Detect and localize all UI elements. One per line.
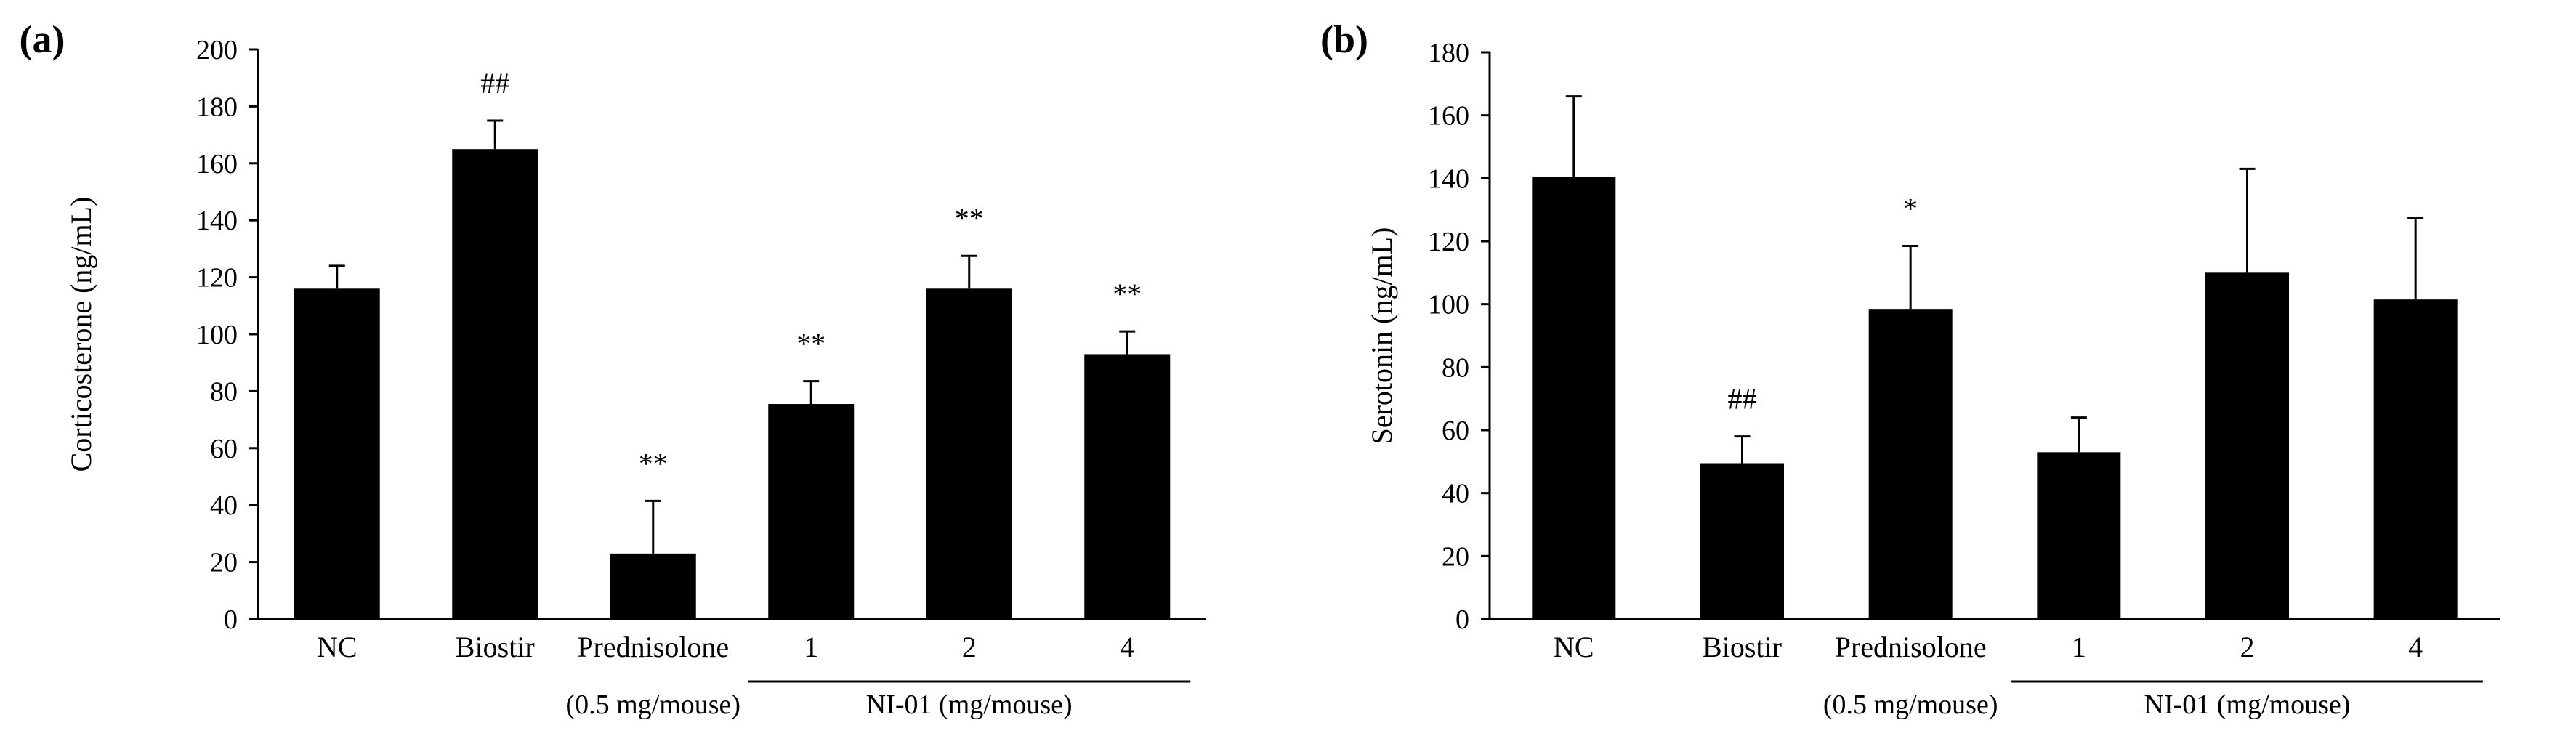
- y-tick-label: 40: [1442, 479, 1469, 509]
- category-label: 1: [804, 631, 818, 663]
- bar-5: [1084, 354, 1171, 619]
- significance-mark: **: [796, 328, 825, 360]
- significance-mark: **: [639, 447, 668, 480]
- panel-label: (b): [1320, 17, 1368, 61]
- group-label-dose: (0.5 mg/mouse): [565, 690, 740, 720]
- category-label: Biostir: [1703, 631, 1782, 663]
- category-label: NC: [317, 631, 358, 663]
- bar-5: [2373, 299, 2458, 619]
- y-axis-title: Serotonin (ng/mL): [1365, 227, 1398, 445]
- y-tick-label: 180: [196, 92, 238, 122]
- bar-0: [294, 288, 380, 619]
- category-label: Prednisolone: [577, 631, 729, 663]
- y-axis-title: Corticosterone (ng/mL): [65, 197, 97, 472]
- panel-label: (a): [20, 17, 65, 61]
- group-label-ni01: NI-01 (mg/mouse): [866, 690, 1073, 720]
- y-tick-label: 180: [1428, 38, 1469, 68]
- bar-4: [2205, 272, 2289, 619]
- panel-a: (a) 0 20 40 60 80 100 120 140 160 180 200 Corticoste…: [20, 17, 1206, 720]
- category-label: NC: [1554, 631, 1594, 663]
- bar-3: [2037, 452, 2121, 619]
- y-tick-label: 20: [210, 548, 238, 578]
- category-label: 2: [962, 631, 977, 663]
- y-tick-label: 20: [1442, 541, 1469, 572]
- category-label: 2: [2240, 631, 2255, 663]
- bar-2: [610, 553, 696, 619]
- y-tick-label: 60: [210, 434, 238, 464]
- y-tick-label: 200: [196, 35, 238, 65]
- significance-mark: **: [955, 202, 984, 235]
- y-tick-label: 80: [210, 376, 238, 407]
- y-tick-label: 0: [1455, 605, 1469, 635]
- significance-mark: **: [1113, 278, 1142, 310]
- y-tick-label: 100: [1428, 290, 1469, 320]
- y-tick-label: 140: [1428, 163, 1469, 194]
- category-label: Prednisolone: [1835, 631, 1987, 663]
- category-label: 4: [2408, 631, 2423, 663]
- y-tick-label: 60: [1442, 416, 1469, 446]
- category-label: 4: [1120, 631, 1134, 663]
- y-tick-label: 80: [1442, 352, 1469, 383]
- group-label-ni01: NI-01 (mg/mouse): [2144, 690, 2351, 720]
- bar-4: [926, 288, 1012, 619]
- y-tick-label: 140: [196, 206, 238, 236]
- y-tick-label: 160: [196, 149, 238, 179]
- bar-1: [452, 149, 538, 619]
- y-tick-label: 120: [1428, 227, 1469, 257]
- panel-b: (b) 0 20 40 60 80 100 120 140 160 180 Serotonin (ng…: [1320, 17, 2500, 720]
- y-tick-label: 0: [224, 605, 238, 635]
- significance-mark: *: [1903, 193, 1918, 225]
- bar-2: [1868, 309, 1953, 619]
- bar-1: [1700, 463, 1784, 619]
- significance-mark: ##: [1728, 383, 1757, 416]
- group-label-dose: (0.5 mg/mouse): [1823, 690, 1998, 720]
- bar-3: [768, 404, 855, 619]
- y-tick-label: 40: [210, 490, 238, 521]
- significance-mark: ##: [480, 67, 509, 100]
- y-tick-label: 100: [196, 320, 238, 350]
- y-tick-label: 120: [196, 263, 238, 294]
- y-tick-label: 160: [1428, 101, 1469, 132]
- category-label: Biostir: [456, 631, 535, 663]
- bar-0: [1532, 177, 1616, 619]
- category-label: 1: [2072, 631, 2086, 663]
